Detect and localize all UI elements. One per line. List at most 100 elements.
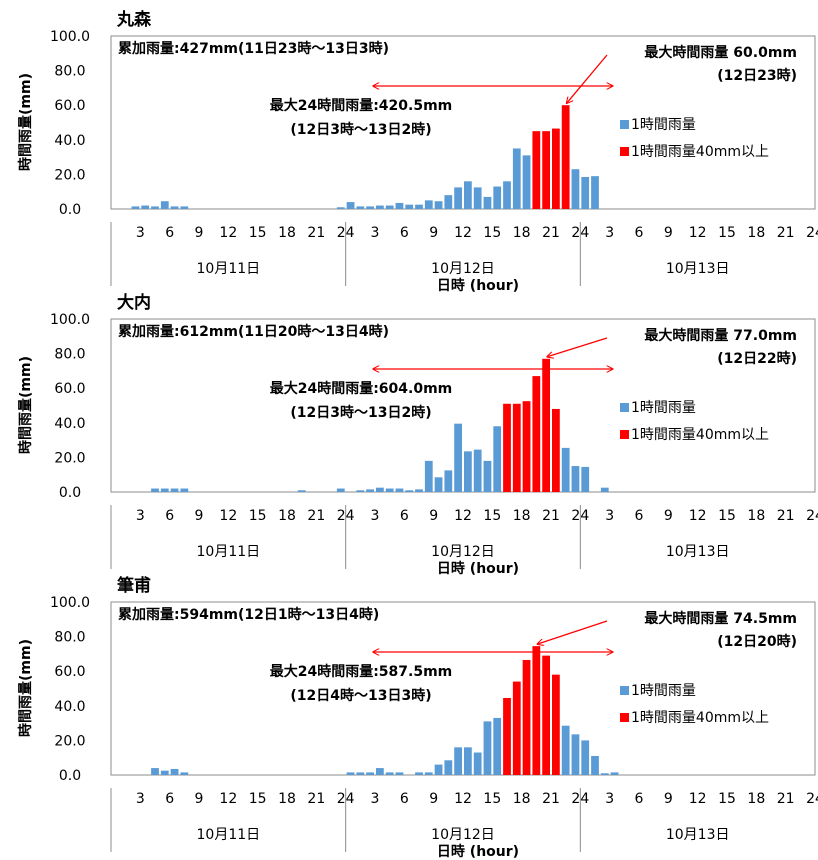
bar bbox=[297, 490, 306, 492]
chart-panel-1: 丸森 0.0 20.0 40.0 60.0 80.0 100.0 時間雨量(mm) 3 6 9 12 1… bbox=[17, 9, 818, 294]
x-tick-label: 3 bbox=[605, 225, 614, 241]
max-hourly-annotation: 最大時間雨量 74.5mm bbox=[644, 610, 797, 627]
bar bbox=[346, 772, 355, 775]
bar bbox=[454, 187, 462, 210]
bar bbox=[415, 204, 423, 209]
x-tick-label: 3 bbox=[605, 508, 614, 524]
bar bbox=[385, 772, 394, 775]
bar bbox=[581, 740, 590, 775]
max-pointer-arrow bbox=[537, 620, 608, 644]
max-hourly-time: (12日22時) bbox=[717, 350, 797, 367]
bar bbox=[542, 655, 550, 775]
bar bbox=[464, 181, 472, 209]
bar bbox=[591, 755, 599, 775]
y-tick-label: 60.0 bbox=[54, 98, 85, 114]
bar bbox=[376, 487, 384, 492]
bar bbox=[395, 488, 404, 492]
x-tick-label: 15 bbox=[249, 225, 267, 241]
bar bbox=[170, 206, 179, 209]
chart-panel-3: 筆甫 0.0 20.0 40.0 60.0 80.0 100.0 時間雨量(mm) 3 6 9 12 1… bbox=[17, 575, 818, 860]
x-tick-label: 18 bbox=[513, 791, 531, 807]
x-tick-label: 6 bbox=[635, 225, 644, 241]
total-rainfall-annotation: 累加雨量:594mm(12日1時～13日4時) bbox=[118, 606, 379, 623]
bar bbox=[151, 768, 159, 775]
date-label: 10月13日 bbox=[666, 544, 730, 560]
bar bbox=[454, 423, 462, 492]
x-tick-label: 21 bbox=[777, 791, 795, 807]
x-tick-label: 12 bbox=[219, 791, 237, 807]
x-tick-label: 15 bbox=[483, 508, 501, 524]
bar bbox=[503, 181, 511, 209]
x-tick-label: 21 bbox=[542, 225, 560, 241]
bar bbox=[444, 195, 453, 209]
date-label: 10月12日 bbox=[431, 261, 495, 277]
x-tick-label: 15 bbox=[718, 508, 736, 524]
bar bbox=[522, 155, 531, 209]
x-tick-label: 12 bbox=[454, 508, 472, 524]
y-tick-label: 100.0 bbox=[50, 312, 90, 328]
y-tick-label: 80.0 bbox=[54, 630, 85, 646]
bar bbox=[141, 205, 150, 209]
bar bbox=[424, 200, 433, 209]
x-tick-label: 24 bbox=[806, 791, 818, 807]
bar bbox=[170, 768, 179, 775]
legend-swatch-heavy bbox=[620, 147, 629, 156]
x-tick-label: 6 bbox=[165, 225, 174, 241]
bar bbox=[493, 717, 502, 775]
bar bbox=[532, 131, 541, 209]
x-tick-label: 18 bbox=[278, 508, 296, 524]
date-label: 10月11日 bbox=[197, 261, 261, 277]
x-tick-label: 3 bbox=[371, 225, 380, 241]
bar bbox=[483, 196, 492, 209]
bar bbox=[385, 488, 394, 492]
bar bbox=[454, 747, 462, 775]
bar bbox=[522, 659, 531, 775]
bar bbox=[600, 487, 609, 492]
bar bbox=[434, 477, 443, 492]
x-tick-label: 12 bbox=[454, 225, 472, 241]
y-tick-label: 80.0 bbox=[54, 347, 85, 363]
x-tick-label: 21 bbox=[307, 225, 325, 241]
x-tick-label: 21 bbox=[307, 508, 325, 524]
max-hourly-annotation: 最大時間雨量 77.0mm bbox=[644, 327, 797, 344]
bar bbox=[561, 447, 570, 492]
bar bbox=[366, 489, 374, 492]
y-tick-label: 60.0 bbox=[54, 664, 85, 680]
x-tick-label: 9 bbox=[664, 225, 673, 241]
bar bbox=[571, 466, 580, 492]
x-tick-label: 6 bbox=[400, 225, 409, 241]
bar bbox=[532, 646, 541, 775]
legend-swatch-heavy bbox=[620, 713, 629, 722]
x-tick-label: 15 bbox=[483, 225, 501, 241]
chart-title: 丸森 bbox=[116, 9, 152, 30]
y-tick-label: 80.0 bbox=[54, 64, 85, 80]
x-tick-label: 6 bbox=[635, 508, 644, 524]
bar bbox=[405, 490, 414, 492]
bar bbox=[424, 460, 433, 492]
y-tick-label: 40.0 bbox=[54, 699, 85, 715]
bar bbox=[385, 205, 394, 209]
x-tick-label: 3 bbox=[371, 508, 380, 524]
bar bbox=[591, 176, 599, 209]
bar bbox=[552, 128, 560, 209]
bar bbox=[356, 772, 365, 775]
legend-label-normal: 1時間雨量 bbox=[631, 117, 696, 133]
x-tick-label: 18 bbox=[747, 225, 765, 241]
bar bbox=[483, 460, 492, 492]
bar bbox=[512, 681, 521, 775]
legend-label-heavy: 1時間雨量40mm以上 bbox=[631, 144, 769, 160]
bar bbox=[180, 206, 189, 209]
bar bbox=[493, 186, 502, 209]
date-label: 10月13日 bbox=[666, 827, 730, 843]
y-tick-label: 100.0 bbox=[50, 29, 90, 45]
bar bbox=[395, 202, 404, 209]
bar bbox=[180, 772, 189, 775]
x-tick-label: 12 bbox=[454, 791, 472, 807]
max-hourly-time: (12日23時) bbox=[717, 67, 797, 84]
y-tick-label: 20.0 bbox=[54, 167, 85, 183]
bar bbox=[336, 207, 345, 209]
x-tick-label: 6 bbox=[400, 508, 409, 524]
max-pointer-arrow bbox=[547, 337, 608, 357]
legend-label-normal: 1時間雨量 bbox=[631, 683, 696, 699]
